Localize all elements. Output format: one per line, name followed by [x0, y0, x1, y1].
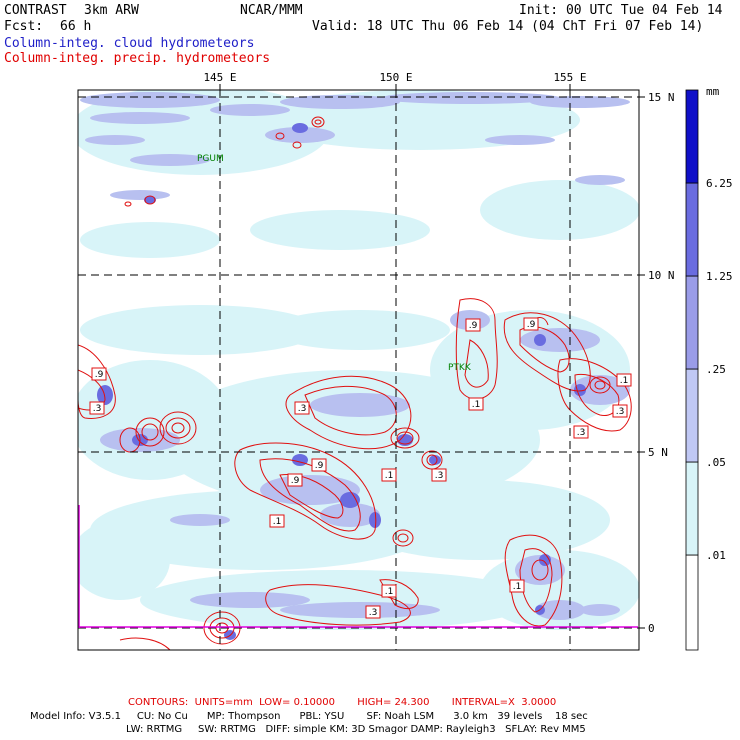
lat-label-15n: 15 N — [648, 91, 675, 104]
valid-time: Valid: 18 UTC Thu 06 Feb 14 (04 ChT Fri … — [312, 19, 704, 34]
contour-label-box: .1 — [468, 397, 484, 411]
contour-label: .1 — [620, 376, 629, 386]
color-scale: mm 6.25 1.25 .25 .05 .01 — [685, 85, 733, 651]
contour-label-box: .9 — [91, 367, 107, 381]
contour-label: .1 — [385, 471, 394, 481]
contour-label-box: .3 — [365, 605, 381, 619]
contour-label: .1 — [513, 582, 522, 592]
scale-step-5 — [685, 89, 699, 184]
contour-label-box: .1 — [269, 514, 285, 528]
contour-label-box: .9 — [523, 317, 539, 331]
contour-label: .1 — [385, 587, 394, 597]
contour-label: .3 — [577, 428, 586, 438]
model-info-line1: Model Info: V3.5.1 CU: No Cu MP: Thompso… — [30, 711, 588, 722]
station-pgum: PGUM — [197, 154, 224, 164]
scale-level-0-05: .05 — [706, 456, 726, 469]
contour-label: .1 — [472, 400, 481, 410]
contour-label-box: .1 — [509, 579, 525, 593]
contour-label: .3 — [93, 404, 102, 414]
lon-label-150e: 150 E — [379, 71, 412, 84]
scale-step-2 — [685, 368, 699, 463]
precip-field-title: Column-integ. precip. hydrometeors — [4, 51, 271, 66]
model-resolution: 3km ARW — [84, 3, 139, 18]
contour-label-box: .9 — [287, 473, 303, 487]
scale-level-0-25: .25 — [706, 363, 726, 376]
axis-ticks — [219, 84, 645, 629]
init-time: Init: 00 UTC Tue 04 Feb 14 — [519, 3, 723, 18]
scale-level-6-25: 6.25 — [706, 177, 733, 190]
forecast-hour: 66 h — [60, 19, 92, 34]
contour-label-box: .9 — [311, 458, 327, 472]
organization: NCAR/MMM — [240, 3, 303, 18]
contour-label-box: .3 — [573, 425, 589, 439]
scale-step-1 — [685, 461, 699, 556]
contour-label-box: .1 — [381, 584, 397, 598]
map-frame — [77, 89, 640, 651]
forecast-label: Fcst: — [4, 19, 44, 34]
scale-unit: mm — [706, 85, 720, 98]
contour-label-box: .1 — [381, 468, 397, 482]
domain-boundary — [78, 505, 638, 628]
contour-label-box: .3 — [89, 401, 105, 415]
scale-step-4 — [685, 182, 699, 277]
lat-label-10n: 10 N — [648, 269, 675, 282]
cloud-hydrometeor-field — [78, 90, 639, 640]
contour-label: .1 — [273, 517, 282, 527]
contour-label: .3 — [369, 608, 378, 618]
contour-label: .3 — [298, 404, 307, 414]
contour-label: .3 — [435, 471, 444, 481]
scale-level-0-01: .01 — [706, 549, 726, 562]
lat-lon-grid — [78, 90, 639, 650]
contour-label: .9 — [315, 461, 324, 471]
lat-label-equator: 0 — [648, 622, 655, 635]
contour-label-box: .3 — [431, 468, 447, 482]
contour-label-box: .9 — [465, 318, 481, 332]
contour-label-box: .3 — [612, 404, 628, 418]
lon-label-145e: 145 E — [203, 71, 236, 84]
scale-step-0 — [685, 554, 699, 651]
contour-label: .9 — [469, 321, 478, 331]
contour-label-box: .3 — [294, 401, 310, 415]
contour-value-labels: .9 .3 .3 .1 .1 .3 .9 .9 .3 .9 .1 .9 .3 .… — [89, 317, 632, 619]
lat-label-5n: 5 N — [648, 446, 668, 459]
scale-step-3 — [685, 275, 699, 370]
model-name: CONTRAST — [4, 3, 67, 18]
lon-label-155e: 155 E — [553, 71, 586, 84]
precip-hydrometeor-contours — [78, 116, 632, 650]
contour-label-box: .1 — [616, 373, 632, 387]
station-ptkk: PTKK — [448, 363, 472, 373]
contour-label: .9 — [527, 320, 536, 330]
contour-label: .9 — [291, 476, 300, 486]
contours-info: CONTOURS: UNITS=mm LOW= 0.10000 HIGH= 24… — [128, 697, 557, 708]
contour-label: .3 — [616, 407, 625, 417]
scale-level-1-25: 1.25 — [706, 270, 733, 283]
contour-label: .9 — [95, 370, 104, 380]
cloud-field-title: Column-integ. cloud hydrometeors — [4, 36, 255, 51]
model-info-line2: LW: RRTMG SW: RRTMG DIFF: simple KM: 3D … — [126, 724, 586, 735]
